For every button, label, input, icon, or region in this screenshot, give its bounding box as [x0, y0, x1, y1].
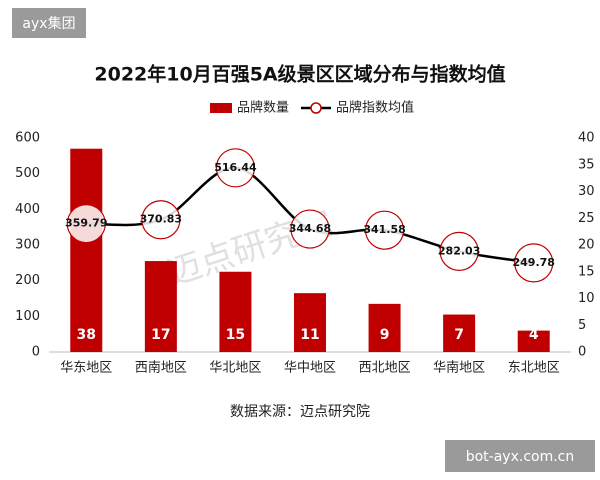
bar-value-label: 9: [380, 327, 390, 343]
line-value-label: 341.58: [363, 223, 405, 236]
y2-tick-label: 35: [578, 157, 595, 172]
x-tick-label: 西南地区: [135, 360, 187, 376]
site-tag-box: [445, 440, 595, 472]
bar: [144, 261, 177, 352]
x-tick-label: 华中地区: [284, 361, 336, 376]
source: 数据来源：迈点研究院: [230, 404, 370, 420]
bar-value-label: 7: [454, 327, 464, 343]
brand-tag-box: [12, 8, 86, 38]
line-value-label: 249.78: [512, 256, 554, 269]
bar: [517, 330, 550, 352]
bar: [219, 271, 252, 352]
y-tick-label: 400: [15, 202, 40, 217]
y2-tick-label: 25: [578, 211, 595, 226]
line-value-label: 370.83: [140, 213, 182, 226]
x-tick-label: 华东地区: [60, 361, 112, 376]
bar-value-label: 4: [529, 327, 539, 343]
line-point: [290, 209, 330, 249]
x-tick-label: 华南地区: [433, 360, 485, 376]
chart-title: 2022年10月百强5A级景区区域分布与指数均值: [94, 63, 505, 86]
y-tick-label: 100: [15, 309, 40, 324]
y-tick-label: 600: [15, 131, 40, 146]
y2-tick-label: 30: [578, 184, 595, 199]
y-tick-label: 200: [15, 273, 40, 288]
y2-tick-label: 15: [578, 264, 595, 279]
bar: [368, 303, 401, 352]
bar-value-label: 15: [226, 327, 245, 343]
line-value-label: 516.44: [214, 161, 257, 174]
y2-tick-label: 40: [578, 131, 595, 146]
site-tag: bot-ayx.com.cn: [466, 449, 575, 465]
line-value-label: 282.03: [438, 244, 480, 257]
x-tick-label: 东北地区: [508, 361, 560, 376]
bar: [443, 314, 476, 352]
bar-value-label: 17: [151, 327, 170, 343]
legend-label: 品牌数量: [237, 100, 289, 116]
bar: [70, 148, 103, 352]
line-value-label: 359.79: [65, 217, 107, 230]
bar: [294, 293, 326, 352]
y2-tick-label: 10: [578, 291, 595, 306]
y2-tick-label: 0: [578, 345, 586, 360]
line-point: [66, 204, 106, 244]
y-tick-label: 300: [15, 238, 40, 253]
legend-swatch-dot: [310, 102, 322, 114]
line-point: [364, 210, 405, 250]
x-tick-label: 华北地区: [209, 361, 261, 376]
y-tick-label: 0: [32, 345, 40, 360]
y2-tick-label: 20: [578, 238, 595, 253]
bar-value-label: 11: [300, 327, 319, 343]
y2-tick-label: 5: [578, 318, 586, 333]
line-point: [141, 200, 181, 240]
line-value-label: 344.68: [289, 222, 331, 235]
x-tick-label: 西北地区: [359, 361, 411, 376]
bar-value-label: 38: [77, 327, 96, 343]
legend-label: 品牌指数均值: [336, 100, 414, 116]
line-point: [439, 231, 479, 272]
legend-swatch: [210, 103, 232, 113]
line-point: [514, 243, 554, 283]
line-point: [215, 148, 256, 188]
y-tick-label: 500: [15, 166, 40, 181]
brand-tag: ayx集团: [22, 15, 75, 32]
